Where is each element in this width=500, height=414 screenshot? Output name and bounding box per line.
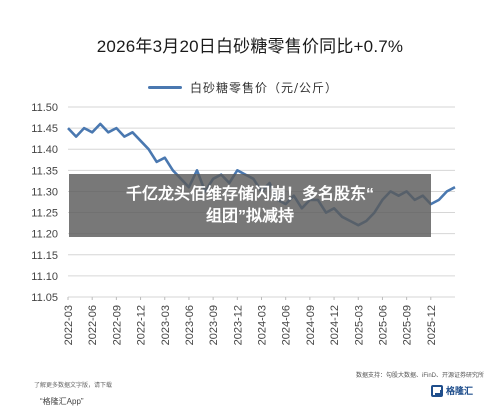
y-tick-label: 11.40 — [31, 144, 58, 156]
x-tick-label: 2022-06 — [87, 305, 99, 345]
y-tick-label: 11.25 — [31, 208, 58, 220]
x-tick-label: 2023-06 — [184, 305, 196, 345]
brand-logo: 格隆汇 — [431, 384, 473, 397]
overlay-headline-line1: 千亿龙头佰维存储闪崩！多名股东“ — [125, 185, 374, 203]
y-tick-label: 11.15 — [31, 250, 58, 262]
x-tick-label: 2022-03 — [63, 305, 75, 345]
footer-data-source: 数据支持：勾股大数据、iFinD、开源证券研究所 — [356, 373, 485, 379]
brand-logo-text: 格隆汇 — [446, 386, 474, 396]
x-tick-label: 2023-12 — [232, 305, 244, 345]
chart-title: 2026年3月20日白砂糖零售价同比+0.7% — [96, 37, 404, 56]
legend-label: 白砂糖零售价（元/公斤） — [190, 80, 339, 95]
y-tick-label: 11.05 — [31, 292, 58, 304]
legend-swatch — [148, 85, 182, 89]
x-tick-label: 2024-12 — [329, 305, 341, 345]
y-tick-label: 11.50 — [31, 102, 58, 114]
y-tick-label: 11.30 — [31, 186, 58, 198]
news-overlay-banner[interactable]: 千亿龙头佰维存储闪崩！多名股东“ 组团”拟减持 — [69, 174, 431, 237]
y-tick-label: 11.20 — [31, 229, 58, 241]
y-tick-label: 11.45 — [31, 123, 58, 135]
y-tick-label: 11.35 — [31, 165, 58, 177]
x-tick-label: 2025-06 — [377, 305, 389, 345]
chart-legend: 白砂糖零售价（元/公斤） — [148, 80, 339, 95]
x-tick-label: 2023-09 — [208, 305, 220, 345]
y-tick-label: 11.10 — [31, 271, 58, 283]
x-tick-label: 2025-03 — [353, 305, 365, 345]
overlay-headline-line2: 组团”拟减持 — [205, 207, 294, 225]
x-tick-label: 2024-06 — [281, 305, 293, 345]
x-tick-label: 2025-12 — [426, 305, 438, 345]
footer-disclaimer: 了解更多数据文字版，请下载 — [34, 383, 112, 390]
x-tick-label: 2024-03 — [257, 305, 269, 345]
x-tick-label: 2022-12 — [136, 305, 148, 345]
x-tick-label: 2022-09 — [111, 305, 123, 345]
brand-logo-icon — [431, 384, 443, 397]
x-tick-label: 2024-09 — [305, 305, 317, 345]
x-tick-label: 2023-03 — [160, 305, 172, 345]
footer-disclaimer-text: 了解更多数据文字版，请下载 — [34, 383, 113, 389]
x-tick-label: 2025-09 — [402, 305, 414, 345]
footer-app-name: “格隆汇App” — [40, 397, 84, 406]
